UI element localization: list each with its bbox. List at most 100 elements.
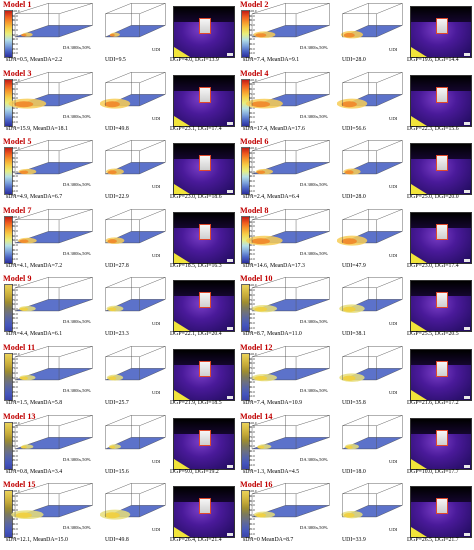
legend-tick: 0.0	[249, 56, 254, 61]
da-3d-model	[8, 70, 96, 128]
dgp-value: DGP=26.5, DGI=21.7	[407, 537, 459, 544]
legend-tick: 100.0	[12, 352, 20, 356]
floor-glare	[411, 252, 427, 263]
da-3d-model	[245, 413, 333, 471]
dgp-value: DGP=9.0, DGI=19.2	[170, 468, 219, 475]
dgp-value: DGP=23.0, DGI=18.6	[170, 194, 222, 201]
sda-value: sDA=2.4, MeanDA=6.4	[243, 194, 300, 201]
sda-value: sDA=17.4, MeanDA=17.6	[243, 125, 305, 132]
legend-tick: 10.0	[12, 257, 18, 262]
color-legend	[241, 353, 250, 401]
glare-sky	[411, 7, 471, 22]
model-title: Model 1	[3, 0, 32, 9]
model-panel: Model 3 100.090.080.070.060.050.040.030.…	[0, 69, 237, 137]
udi-label: UDI	[152, 115, 161, 121]
glare-render	[173, 349, 235, 401]
legend-tick: 100.0	[249, 283, 257, 288]
legend-tick: 10.0	[12, 531, 18, 536]
legend-tick: 30.0	[12, 453, 18, 458]
legend-tick: 0.0	[249, 124, 254, 129]
udi-3d-model	[336, 70, 405, 128]
glare-sky	[174, 212, 234, 228]
da-label: DA 300lx,50%	[300, 388, 328, 393]
da-3d-model	[245, 207, 333, 265]
glare-scale	[464, 258, 470, 262]
glare-scale	[227, 327, 233, 331]
glare-scale	[464, 121, 470, 125]
legend-tick: 30.0	[249, 522, 255, 527]
glare-scale	[464, 53, 470, 56]
window-glare	[436, 361, 448, 377]
legend-tick: 40.0	[249, 380, 255, 385]
da-3d-model	[245, 344, 333, 402]
dgp-value: DGP=21.9, DGI=18.5	[170, 400, 222, 406]
sda-value: sDA=12.1, MeanDA=15.0	[6, 537, 68, 544]
legend-tick: 30.0	[249, 41, 255, 46]
udi-label: UDI	[389, 252, 398, 258]
udi-3d-model	[337, 344, 405, 402]
floor-glare	[174, 390, 190, 400]
glare-render	[173, 6, 235, 58]
da-label: DA 300lx,50%	[63, 250, 91, 256]
floor-glare	[411, 527, 427, 538]
udi-value: UDI=28.0	[342, 194, 366, 201]
legend-tick: 40.0	[12, 243, 18, 248]
da-label: DA 300lx,50%	[63, 45, 91, 50]
legend-tick: 30.0	[249, 453, 255, 458]
legend-tick: 40.0	[249, 243, 255, 248]
legend-tick: 10.0	[249, 394, 255, 399]
da-label: DA 300lx,50%	[300, 319, 328, 325]
da-label: DA 300lx,50%	[63, 319, 91, 325]
dgp-value: DGP=10.0, DGI=17.7	[407, 468, 459, 475]
glare-render	[173, 280, 235, 333]
da-label: DA 300lx,50%	[63, 113, 91, 119]
floor-glare	[174, 321, 190, 332]
glare-sky	[411, 487, 471, 503]
legend-tick: 100.0	[12, 214, 20, 219]
legend-tick: 30.0	[12, 247, 18, 252]
legend-tick: 10.0	[12, 51, 18, 56]
glare-sky	[411, 144, 471, 160]
glare-scale	[464, 533, 470, 537]
glare-sky	[174, 350, 234, 365]
color-legend	[4, 284, 13, 333]
color-legend	[241, 490, 250, 539]
glare-scale	[227, 396, 233, 399]
dgp-value: DGP=22.1, DGI=20.4	[170, 331, 222, 338]
legend-tick: 20.0	[12, 526, 18, 531]
legend-tick: 0.0	[249, 330, 254, 335]
legend-tick: 20.0	[12, 389, 18, 394]
sda-value: sDA=0.8, MeanDA=3.4	[6, 468, 63, 475]
glare-sky	[411, 75, 471, 91]
glare-render	[410, 280, 472, 333]
floor-glare	[174, 47, 190, 57]
dgp-value: DGP=25.0, DGI=20.0	[407, 194, 459, 201]
legend-tick: 0.0	[12, 330, 17, 335]
da-label: DA 300lx,50%	[300, 45, 328, 50]
da-3d-model	[245, 481, 333, 539]
model-panel: Model 7 100.0 90.0 80.0 70.0 60.0 50.0 40.0 30.…	[0, 206, 237, 274]
udi-label: UDI	[389, 47, 398, 52]
window-glare	[436, 18, 448, 34]
floor-glare	[174, 458, 190, 469]
legend-tick: 0.0	[12, 536, 17, 541]
udi-value: UDI=23.3	[105, 331, 129, 338]
color-legend	[241, 284, 250, 333]
legend-tick: 100.0	[12, 489, 20, 494]
legend-tick: 0.0	[249, 467, 254, 472]
legend-tick: 20.0	[249, 321, 255, 326]
sda-value: sDA=7.4, MeanDA=9.1	[243, 57, 300, 63]
glare-scale	[464, 396, 470, 399]
legend-tick: 40.0	[12, 37, 18, 42]
floor-glare	[174, 115, 190, 126]
legend-tick: 20.0	[249, 183, 255, 188]
legend-tick: 40.0	[12, 311, 18, 316]
udi-value: UDI=35.8	[342, 400, 366, 406]
udi-3d-model	[99, 70, 168, 128]
legend-tick: 10.0	[12, 119, 18, 124]
legend-tick: 100.0	[249, 77, 257, 82]
legend-tick: 0.0	[12, 261, 17, 266]
legend-tick: 40.0	[249, 311, 255, 316]
udi-value: UDI=33.9	[342, 537, 366, 544]
window-glare	[436, 86, 448, 103]
